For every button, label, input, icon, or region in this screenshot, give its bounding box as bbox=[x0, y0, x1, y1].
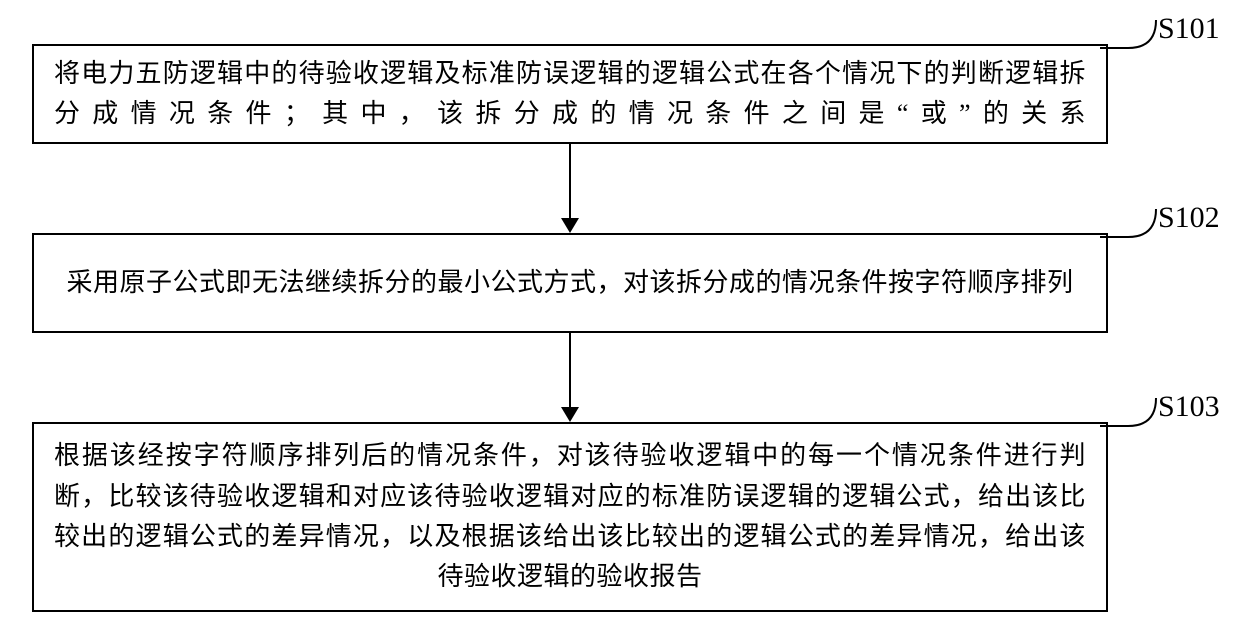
step-text-s103: 根据该经按字符顺序排列后的情况条件，对该待验收逻辑中的每一个情况条件进行判断，比… bbox=[54, 436, 1086, 597]
step-box-s102: 采用原子公式即无法继续拆分的最小公式方式，对该拆分成的情况条件按字符顺序排列 bbox=[32, 233, 1108, 333]
arrow-s102-to-s103 bbox=[558, 333, 582, 422]
step-text-s102: 采用原子公式即无法继续拆分的最小公式方式，对该拆分成的情况条件按字符顺序排列 bbox=[54, 263, 1086, 303]
arrow-s101-to-s102 bbox=[558, 144, 582, 233]
leader-s103 bbox=[1098, 392, 1168, 432]
leader-s102 bbox=[1098, 203, 1168, 243]
flowchart-canvas: 将电力五防逻辑中的待验收逻辑及标准防误逻辑的逻辑公式在各个情况下的判断逻辑拆分成… bbox=[0, 0, 1240, 644]
step-text-s101: 将电力五防逻辑中的待验收逻辑及标准防误逻辑的逻辑公式在各个情况下的判断逻辑拆分成… bbox=[54, 54, 1086, 135]
step-box-s101: 将电力五防逻辑中的待验收逻辑及标准防误逻辑的逻辑公式在各个情况下的判断逻辑拆分成… bbox=[32, 44, 1108, 144]
step-box-s103: 根据该经按字符顺序排列后的情况条件，对该待验收逻辑中的每一个情况条件进行判断，比… bbox=[32, 422, 1108, 612]
leader-s101 bbox=[1098, 14, 1168, 54]
